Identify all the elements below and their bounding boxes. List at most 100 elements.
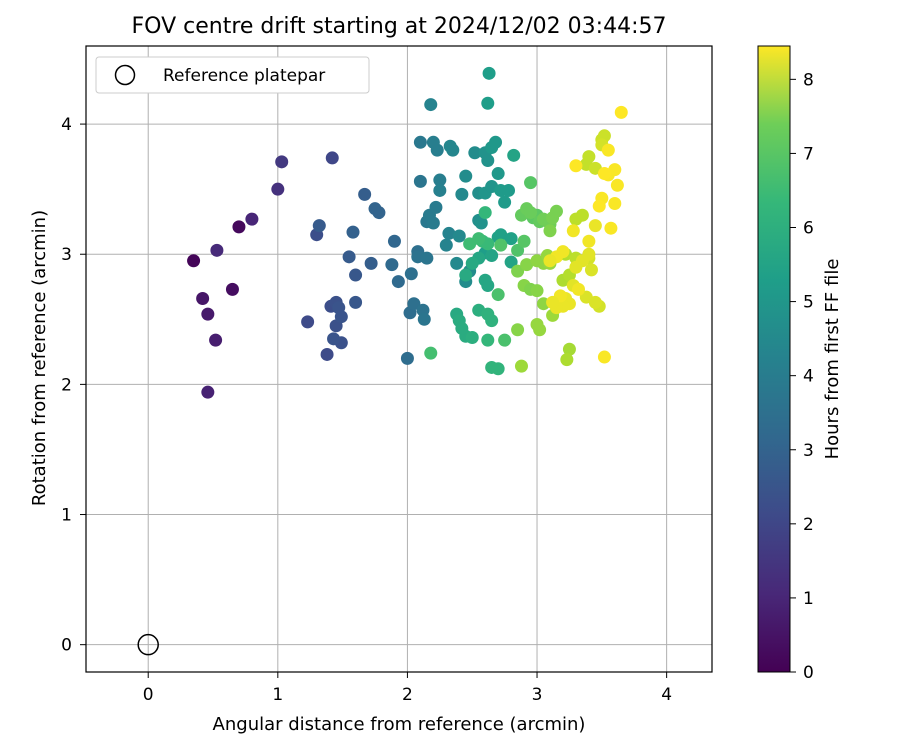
data-point bbox=[413, 135, 427, 149]
data-point bbox=[210, 243, 224, 257]
data-point bbox=[530, 284, 544, 298]
colorbar-tick-label: 4 bbox=[803, 367, 814, 387]
data-point bbox=[572, 282, 586, 296]
data-point bbox=[592, 199, 606, 213]
data-point bbox=[450, 256, 464, 270]
data-point bbox=[232, 220, 246, 234]
data-point bbox=[424, 346, 438, 360]
data-point bbox=[446, 143, 460, 157]
data-point bbox=[417, 312, 431, 326]
data-point bbox=[358, 187, 372, 201]
data-point bbox=[413, 174, 427, 188]
data-point bbox=[511, 243, 525, 257]
data-point bbox=[511, 264, 525, 278]
data-point bbox=[604, 221, 618, 235]
colorbar-tick-label: 0 bbox=[803, 663, 814, 683]
data-point bbox=[385, 258, 399, 272]
colorbar-tick-label: 6 bbox=[803, 219, 814, 239]
chart-title: FOV centre drift starting at 2024/12/02 … bbox=[132, 14, 667, 39]
data-point bbox=[201, 385, 215, 399]
data-point bbox=[502, 183, 516, 197]
data-point bbox=[312, 219, 326, 233]
data-point bbox=[504, 255, 518, 269]
data-point bbox=[465, 331, 479, 345]
data-point bbox=[569, 260, 583, 274]
colorbar-tick-label: 7 bbox=[803, 144, 814, 164]
legend-marker bbox=[114, 64, 136, 86]
data-point bbox=[597, 350, 611, 364]
colorbar-gradient bbox=[757, 45, 791, 673]
data-point bbox=[546, 295, 560, 309]
data-point bbox=[452, 229, 466, 243]
data-point bbox=[485, 249, 499, 263]
y-tick-label: 2 bbox=[61, 375, 72, 395]
data-point bbox=[494, 228, 508, 242]
x-tick-label: 4 bbox=[661, 685, 672, 705]
data-point bbox=[459, 169, 473, 183]
data-point bbox=[489, 135, 503, 149]
data-point bbox=[459, 268, 473, 282]
data-point bbox=[275, 155, 289, 169]
axes: 0 1 2 3 4 0 1 2 3 4 bbox=[61, 45, 713, 705]
x-tick-label: 1 bbox=[272, 685, 283, 705]
data-point bbox=[562, 342, 576, 356]
legend: Reference platepar bbox=[95, 56, 370, 94]
scatter-points bbox=[137, 66, 628, 656]
data-point bbox=[485, 314, 499, 328]
y-axis-label: Rotation from reference (arcmin) bbox=[29, 210, 50, 506]
x-tick-label: 2 bbox=[402, 685, 413, 705]
colorbar-tick-label: 5 bbox=[803, 293, 814, 313]
data-point bbox=[433, 183, 447, 197]
data-point bbox=[327, 332, 341, 346]
data-point bbox=[608, 163, 622, 177]
data-point bbox=[433, 173, 447, 187]
data-point bbox=[196, 291, 210, 305]
data-point bbox=[614, 105, 628, 119]
data-point bbox=[346, 225, 360, 239]
data-point bbox=[387, 234, 401, 248]
data-point bbox=[442, 226, 456, 240]
data-point bbox=[494, 238, 508, 252]
data-point bbox=[430, 143, 444, 157]
plot-frame bbox=[85, 45, 713, 673]
data-point bbox=[342, 250, 356, 264]
data-point bbox=[485, 360, 499, 374]
data-point bbox=[474, 216, 488, 230]
data-point bbox=[481, 96, 495, 110]
data-point bbox=[334, 310, 348, 324]
grid bbox=[86, 46, 712, 672]
data-point bbox=[588, 295, 602, 309]
data-point bbox=[514, 359, 528, 373]
data-point bbox=[504, 232, 518, 246]
data-point bbox=[391, 275, 405, 289]
data-point bbox=[349, 295, 363, 309]
legend-label: Reference platepar bbox=[163, 66, 325, 86]
data-point bbox=[498, 195, 512, 209]
data-point bbox=[407, 297, 421, 311]
data-point bbox=[349, 268, 363, 282]
data-point bbox=[543, 224, 557, 238]
colorbar-tick-label: 1 bbox=[803, 589, 814, 609]
data-point bbox=[404, 267, 418, 281]
data-point bbox=[364, 256, 378, 270]
legend-box bbox=[95, 56, 370, 94]
data-point bbox=[426, 216, 440, 230]
data-point bbox=[491, 288, 505, 302]
data-point bbox=[524, 176, 538, 190]
y-tick-label: 0 bbox=[61, 636, 72, 656]
data-point bbox=[468, 146, 482, 160]
data-point bbox=[209, 333, 223, 347]
data-point bbox=[455, 321, 469, 335]
x-tick-label: 0 bbox=[143, 685, 154, 705]
x-tick-label: 3 bbox=[532, 685, 543, 705]
reference-point bbox=[137, 633, 159, 656]
data-point bbox=[569, 159, 583, 173]
data-point bbox=[424, 98, 438, 112]
data-point bbox=[582, 247, 596, 261]
data-point bbox=[543, 254, 557, 268]
data-point bbox=[271, 182, 285, 196]
y-tick-label: 3 bbox=[61, 245, 72, 265]
data-point bbox=[201, 307, 215, 321]
data-point bbox=[601, 143, 615, 157]
